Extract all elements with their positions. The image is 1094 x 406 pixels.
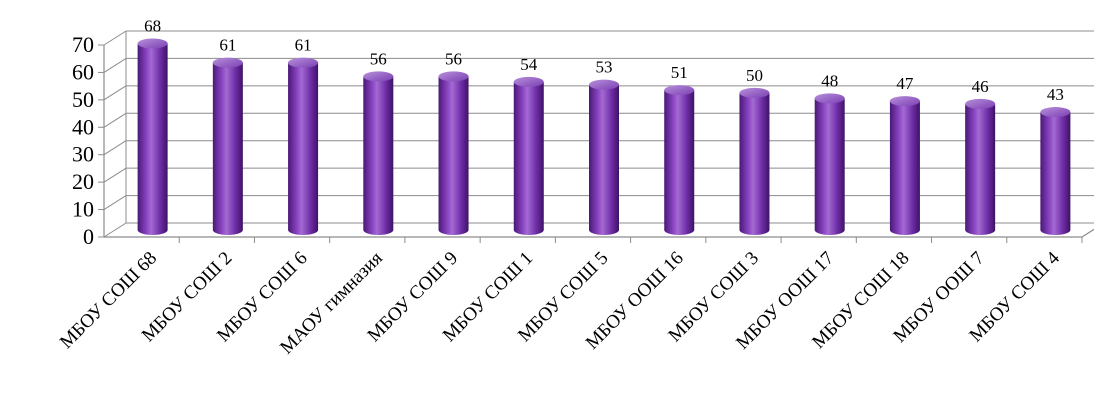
y-tick-label: 70 bbox=[72, 32, 94, 57]
bar-top bbox=[589, 79, 619, 90]
bar-body bbox=[664, 90, 695, 235]
bar-body bbox=[438, 76, 469, 236]
bar-top bbox=[965, 98, 996, 109]
gridline-side bbox=[103, 140, 127, 156]
data-label: 61 bbox=[219, 36, 236, 55]
gridline-side bbox=[103, 85, 127, 101]
data-label: 68 bbox=[144, 16, 161, 35]
bar bbox=[664, 85, 695, 235]
bar-body bbox=[814, 98, 845, 235]
data-labels: 68 61 61 56 56 54 53 51 50 48 47 46 43 bbox=[144, 16, 1064, 104]
bar-top bbox=[739, 87, 770, 98]
bar bbox=[589, 79, 619, 235]
data-label: 56 bbox=[370, 49, 387, 68]
bar bbox=[137, 38, 168, 235]
data-label: 46 bbox=[972, 77, 989, 96]
y-tick-label: 10 bbox=[72, 197, 94, 222]
floor-right-edge bbox=[1081, 228, 1094, 238]
bar-top bbox=[1040, 107, 1071, 118]
gridline-side bbox=[103, 167, 127, 183]
bar-body bbox=[965, 103, 996, 235]
bar-top bbox=[664, 85, 695, 96]
data-label: 43 bbox=[1047, 85, 1064, 104]
gridline-side bbox=[103, 222, 127, 238]
data-label: 48 bbox=[821, 71, 838, 90]
bar-top bbox=[438, 71, 469, 82]
bar bbox=[513, 76, 544, 235]
bar-top bbox=[889, 96, 920, 107]
data-label: 56 bbox=[445, 49, 462, 68]
bar-body bbox=[1040, 112, 1071, 235]
gridline-side bbox=[103, 30, 127, 46]
bar bbox=[212, 57, 243, 235]
data-label: 51 bbox=[671, 63, 688, 82]
bar bbox=[363, 71, 394, 236]
bar-body bbox=[212, 62, 243, 235]
bar-body bbox=[739, 92, 770, 235]
bar bbox=[965, 98, 996, 235]
bar-top bbox=[513, 76, 544, 87]
bar bbox=[739, 87, 770, 235]
data-label: 61 bbox=[295, 36, 312, 55]
y-tick-label: 30 bbox=[72, 142, 94, 167]
data-label: 50 bbox=[746, 66, 763, 85]
axes bbox=[98, 44, 1094, 243]
bar bbox=[814, 93, 845, 235]
y-tick-label: 0 bbox=[83, 224, 94, 249]
y-tick-label: 60 bbox=[72, 59, 94, 84]
bar bbox=[288, 57, 319, 235]
bars bbox=[137, 38, 1071, 236]
data-label: 54 bbox=[520, 55, 538, 74]
bar-body bbox=[363, 76, 394, 236]
bar-body bbox=[589, 84, 619, 235]
bar-body bbox=[288, 62, 319, 235]
y-tick-label: 50 bbox=[72, 87, 94, 112]
bar-top bbox=[363, 71, 394, 82]
data-label: 47 bbox=[896, 74, 914, 93]
bar-top bbox=[137, 38, 168, 49]
y-tick-label: 20 bbox=[72, 169, 94, 194]
bar-top bbox=[212, 57, 243, 68]
bar-body bbox=[513, 81, 544, 235]
bar bbox=[1040, 107, 1071, 235]
bar-top bbox=[814, 93, 845, 104]
data-label: 53 bbox=[596, 58, 613, 77]
bar-top bbox=[288, 57, 319, 68]
gridline-side bbox=[103, 58, 127, 73]
y-tick-label: 40 bbox=[72, 114, 94, 139]
gridline-side bbox=[103, 112, 127, 128]
bar-body bbox=[137, 43, 168, 235]
bar bbox=[889, 96, 920, 235]
bar bbox=[438, 71, 469, 236]
gridline-side bbox=[103, 195, 127, 210]
bar-body bbox=[889, 101, 920, 235]
